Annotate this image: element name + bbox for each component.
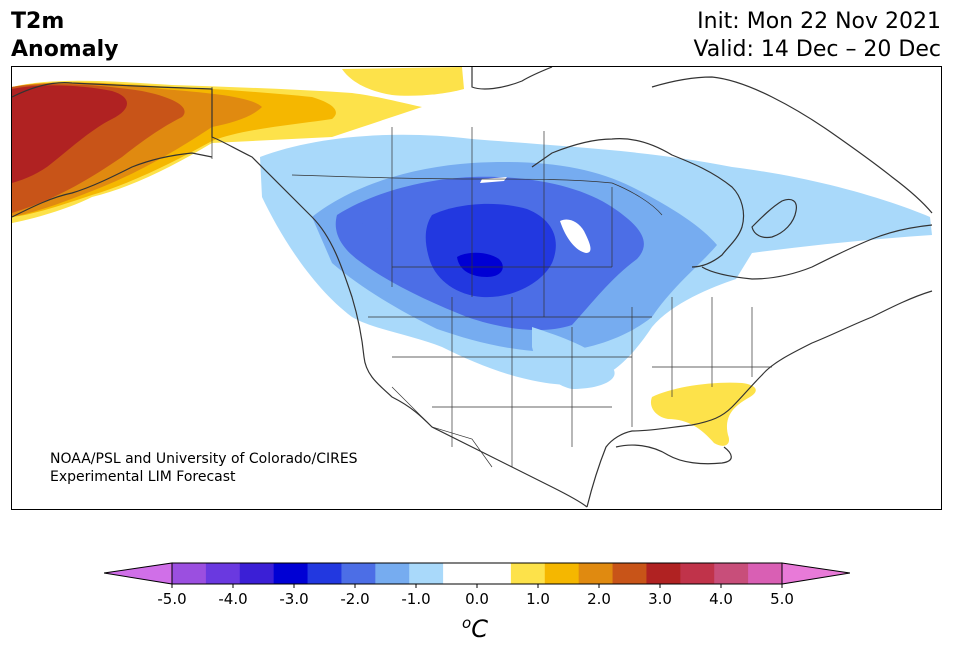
colorbar-over-arrow <box>781 562 850 585</box>
colorbar-segment <box>239 563 275 584</box>
colorbar-segment <box>375 563 410 584</box>
snow-patch <box>480 177 507 183</box>
data-credit: NOAA/PSL and University of Colorado/CIRE… <box>50 450 358 486</box>
warm-region-7 <box>650 382 756 446</box>
anomaly-map <box>12 67 933 508</box>
colorbar-tick-label: 3.0 <box>648 590 672 608</box>
cold-region-4 <box>425 203 556 298</box>
colorbar-segment <box>646 563 681 584</box>
colorbar-segment <box>172 563 207 584</box>
colorbar-tick-label: -4.0 <box>218 590 247 608</box>
warm-region-6 <box>342 67 464 96</box>
forecast-dates: Init: Mon 22 Nov 2021 Valid: 14 Dec – 20… <box>693 8 941 64</box>
colorbar-tick-label: 5.0 <box>770 590 794 608</box>
colorbar-segment <box>714 563 749 584</box>
colorbar-segment <box>612 563 647 584</box>
colorbar-segment <box>409 563 444 584</box>
colorbar-tick-label: -5.0 <box>157 590 186 608</box>
unit-letter: C <box>471 615 488 643</box>
coastlines <box>12 67 933 508</box>
colorbar-unit: oC <box>462 614 488 643</box>
map-title: T2m Anomaly <box>11 8 118 64</box>
colorbar-segment <box>544 563 580 584</box>
colorbar-segments <box>172 563 783 584</box>
colorbar-segment <box>341 563 376 584</box>
colorbar-under-arrow <box>104 562 173 585</box>
lake-patch <box>560 219 591 253</box>
colorbar-segment <box>477 563 512 584</box>
colorbar-segment <box>578 563 614 584</box>
colorbar-tick-label: -1.0 <box>401 590 430 608</box>
warm-region-5 <box>12 85 127 183</box>
colorbar-tick-label: -3.0 <box>279 590 308 608</box>
colorbar-segment <box>307 563 342 584</box>
valid-range: Valid: 14 Dec – 20 Dec <box>693 37 941 62</box>
colorbar: -5.0 -4.0 -3.0 -2.0 -1.0 0.0 1.0 2.0 3.0 4.0 5.0 <box>104 562 850 608</box>
colorbar-segment <box>510 563 546 584</box>
colorbar-segment <box>748 563 783 584</box>
colorbar-segment <box>205 563 241 584</box>
colorbar-tick-label: -2.0 <box>340 590 369 608</box>
cold-region-7 <box>532 327 615 389</box>
map-panel: NOAA/PSL and University of Colorado/CIRE… <box>11 66 942 510</box>
cold-region-5 <box>457 252 503 277</box>
credit-line-1: NOAA/PSL and University of Colorado/CIRE… <box>50 451 358 467</box>
title-anomaly: Anomaly <box>11 37 119 62</box>
colorbar-tick-label: 1.0 <box>526 590 550 608</box>
political-borders <box>211 87 772 468</box>
unit-degree: o <box>462 614 472 632</box>
colorbar-segment <box>680 563 715 584</box>
credit-line-2: Experimental LIM Forecast <box>50 469 236 485</box>
title-variable: T2m <box>11 9 65 34</box>
init-date: Init: Mon 22 Nov 2021 <box>697 9 941 34</box>
cold-region-6 <box>360 210 397 230</box>
colorbar-segment <box>443 563 478 584</box>
colorbar-ticks: -5.0 -4.0 -3.0 -2.0 -1.0 0.0 1.0 2.0 3.0 4.0 5.0 <box>157 584 794 608</box>
colorbar-tick-label: 4.0 <box>709 590 733 608</box>
colorbar-tick-label: 0.0 <box>465 590 489 608</box>
colorbar-tick-label: 2.0 <box>587 590 611 608</box>
colorbar-segment <box>273 563 309 584</box>
